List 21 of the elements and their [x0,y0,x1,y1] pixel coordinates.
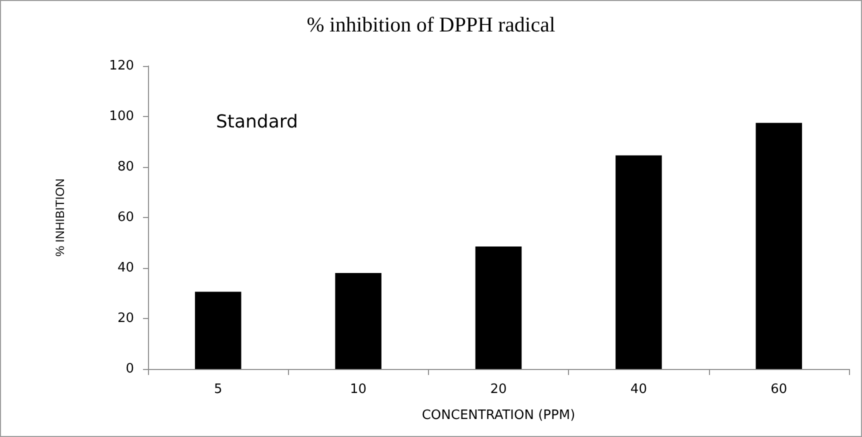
x-axis-title: CONCENTRATION (PPM) [422,408,576,423]
y-tick-label: 60 [117,210,134,225]
chart-title: % inhibition of DPPH radical [306,12,556,36]
bar [756,122,802,369]
y-tick-label: 0 [126,362,134,376]
y-tick-label: 80 [117,160,134,174]
y-axis-title: % INHIBITION [53,178,67,257]
x-tick-label: 20 [490,382,507,397]
x-tick-label: 10 [350,382,367,397]
bar [194,292,242,369]
bar [335,273,382,369]
y-tick-label: 120 [109,58,134,74]
bar [475,246,522,369]
x-tick-label: 60 [770,382,788,397]
x-tick-label: 5 [214,382,222,397]
y-tick-label: 40 [117,260,134,276]
x-tick-label: 40 [630,382,647,397]
bar [616,155,662,369]
annotation: Standard [216,112,298,132]
y-tick-label: 100 [109,109,134,124]
y-tick-label: 20 [117,311,134,326]
